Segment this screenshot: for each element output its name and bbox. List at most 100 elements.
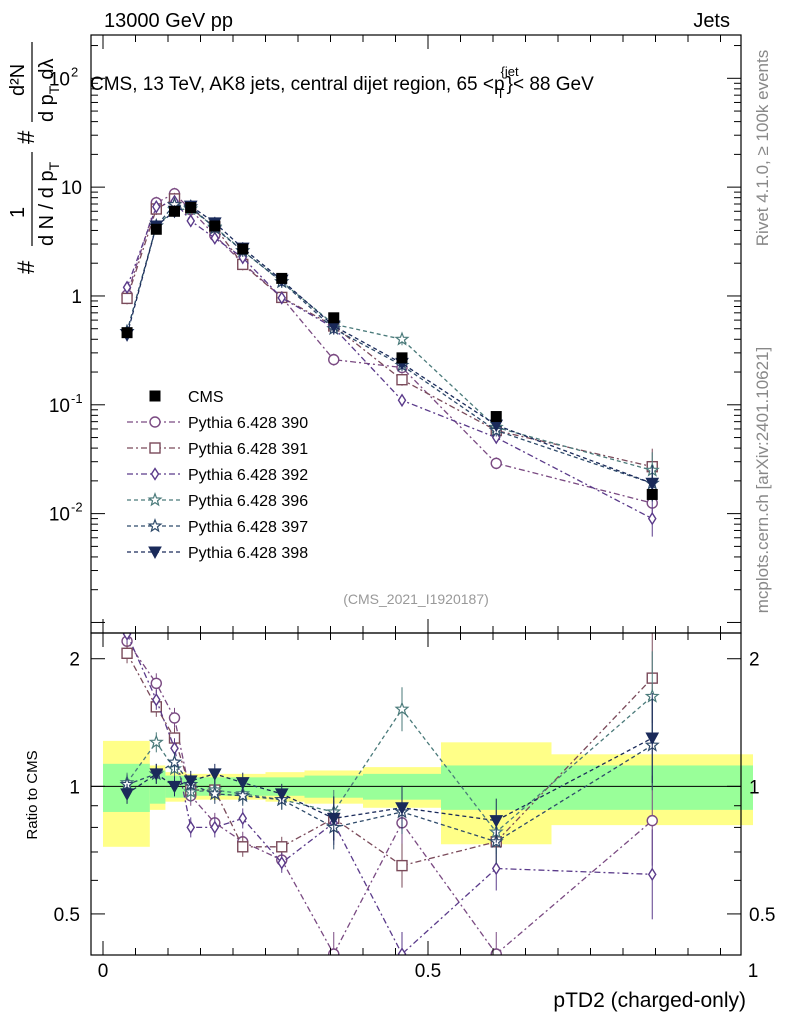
series-2-point-4 (210, 231, 220, 245)
legend-marker-5 (147, 518, 163, 533)
series-2-point-3 (186, 214, 196, 228)
ratio-2-point-3 (186, 820, 196, 835)
ratio-tick-label-left-1: 1 (69, 777, 80, 798)
svg-text:1: 1 (7, 207, 29, 218)
ratio-tick-label-right-1: 1 (749, 777, 760, 798)
svg-text:d²N: d²N (7, 64, 29, 96)
series-5-point-10 (645, 477, 660, 491)
legend-marker-4 (147, 492, 163, 507)
header-right: Jets (693, 10, 730, 32)
y-tick-label-2: 1 (71, 287, 82, 308)
ratio-3-point-1 (148, 734, 164, 749)
ratio-5-point-10 (645, 732, 660, 746)
chart-title: CMS, 13 TeV, AK8 jets, central dijet reg… (90, 64, 594, 101)
ratio-2-point-6 (277, 856, 287, 870)
legend-label-6: Pythia 6.428 398 (188, 545, 308, 562)
ratio-4-point-4 (207, 785, 223, 801)
main-frame (90, 34, 742, 634)
legend-label-1: Pythia 6.428 390 (188, 415, 308, 432)
ratio-tick-label-right-0: 0.5 (749, 905, 775, 926)
ratio-1-point-5 (237, 841, 249, 853)
y-tick-exp-1: -1 (71, 391, 83, 406)
y-axis-label: # 1 d N / d pT # d²N d pTdλ (7, 42, 62, 274)
legend-marker-0 (149, 390, 161, 402)
series-2-point-1 (151, 199, 161, 214)
svg-text:d pTdλ: d pTdλ (36, 59, 62, 123)
cms-point-10 (646, 488, 658, 500)
y-tick-exp-0: -2 (71, 500, 83, 515)
legend-marker-3 (150, 467, 160, 481)
series-1-point-8 (396, 374, 408, 386)
series-2-point-10 (647, 511, 657, 526)
ratio-3-point-8 (394, 701, 410, 716)
series-0-point-7 (328, 353, 340, 366)
series-1-point-0 (121, 292, 133, 305)
ratio-5-point-7 (326, 812, 341, 826)
svg-text:#: # (13, 260, 40, 274)
legend-label-4: Pythia 6.428 396 (188, 493, 308, 510)
ratio-5-point-4 (207, 768, 222, 781)
legend-label-2: Pythia 6.428 391 (188, 441, 308, 458)
ratio-0-point-9 (490, 948, 502, 955)
y-tick-label-0: 10 (49, 505, 70, 526)
legend-marker-1 (149, 416, 161, 428)
series-2-point-0 (122, 280, 132, 295)
x-tick-label-0: 0 (98, 961, 109, 982)
main-panel (119, 187, 660, 537)
series-2-point-8 (397, 393, 407, 408)
x-tick-label-1: 0.5 (415, 961, 441, 982)
x-axis-label: pTD2 (charged-only) (553, 989, 746, 1012)
mcplots-label: mcplots.cern.ch [arXiv:2401.10621] (753, 346, 772, 614)
rivet-version-label: Rivet 4.1.0, ≥ 100k events (753, 49, 772, 247)
ratio-2-point-0 (122, 633, 132, 641)
ratio-2-point-8 (397, 947, 407, 955)
ratio-5-point-0 (120, 788, 134, 801)
ratio-0-point-2 (168, 712, 181, 724)
cms-point-9 (490, 411, 502, 423)
y-tick-exp-4: 2 (71, 64, 78, 79)
ratio-tick-label-right-2: 2 (749, 650, 760, 671)
legend-label-3: Pythia 6.428 392 (188, 467, 308, 484)
ratio-1-point-6 (276, 841, 288, 853)
ratio-frame (90, 632, 742, 956)
ratio-2-point-1 (151, 693, 161, 707)
ratio-0-point-1 (150, 677, 163, 690)
legend-marker-6 (148, 546, 162, 560)
y-tick-label-3: 10 (61, 178, 82, 199)
legend: CMS Pythia 6.428 390 Pythia 6.428 391 Pythi… (127, 389, 308, 562)
ratio-5-point-1 (149, 768, 164, 781)
cms-point-4 (209, 220, 221, 232)
cms-point-7 (328, 312, 340, 324)
cms-point-8 (396, 352, 408, 364)
ratio-uncertainty-bands (103, 740, 753, 847)
cms-point-5 (237, 243, 249, 255)
ratio-tick-label-left-2: 2 (69, 650, 80, 671)
ratio-0-point-7 (328, 948, 340, 955)
series-line-4 (126, 203, 653, 484)
ratio-4-point-5 (235, 787, 251, 803)
svg-text:d N / d pT: d N / d pT (36, 161, 62, 246)
ratio-2-point-4 (210, 820, 220, 835)
ratio-1-point-0 (121, 647, 133, 659)
y-tick-label-4: 10 (49, 69, 70, 90)
analysis-tag: (CMS_2021_I1920187) (343, 591, 489, 607)
ratio-2-point-5 (238, 811, 248, 826)
series-3-point-8 (394, 331, 410, 346)
legend-label-5: Pythia 6.428 397 (188, 519, 308, 536)
series-0-point-9 (490, 457, 502, 470)
ratio-5-point-8 (395, 802, 409, 815)
cms-point-3 (185, 201, 197, 213)
ratio-tick-label-left-0: 0.5 (54, 905, 80, 926)
y-tick-label-1: 10 (49, 396, 70, 417)
x-tick-label-2: 1 (748, 961, 759, 982)
ratio-5-point-9 (489, 815, 504, 828)
ratio-5-point-5 (235, 777, 250, 790)
ratio-5-point-2 (167, 780, 182, 794)
ratio-panel (91, 633, 741, 955)
legend-marker-2 (149, 442, 161, 454)
series-2-point-6 (277, 291, 287, 305)
ratio-2-point-10 (647, 867, 657, 882)
ratio-4-point-2 (166, 754, 183, 769)
